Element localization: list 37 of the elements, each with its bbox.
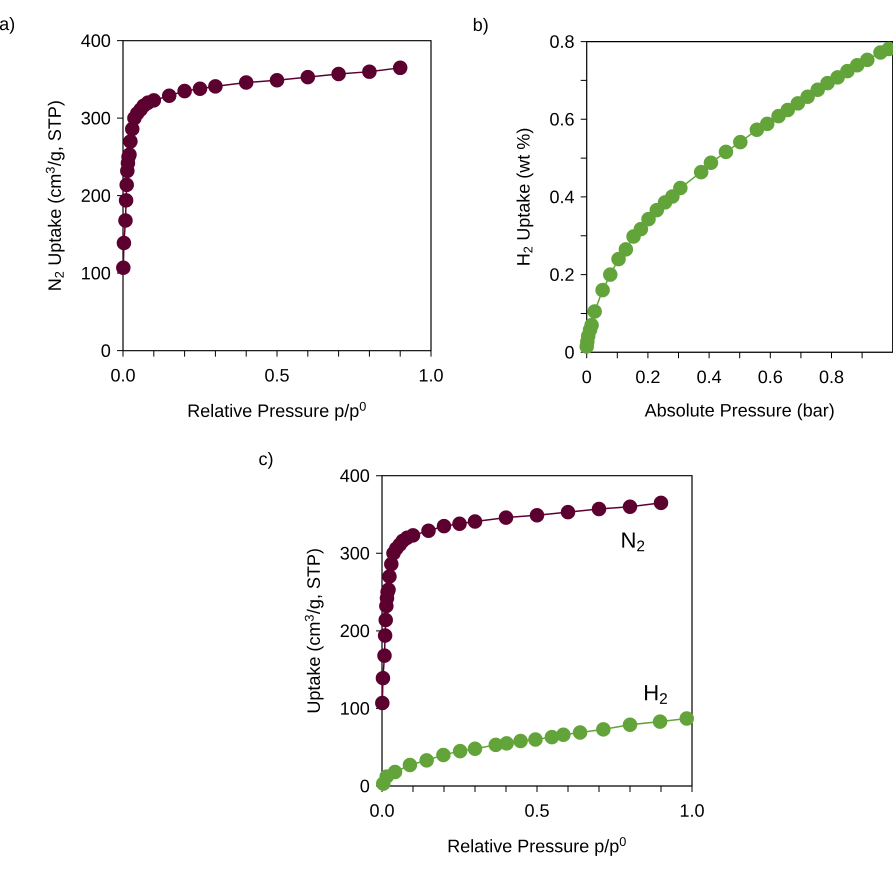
y-axis-title: Uptake (cm$^{3}$/g, STP) [304, 549, 324, 712]
series-label: H$_{2}$ [645, 685, 667, 704]
chart-title: c) [259, 452, 272, 469]
y-tick-label: 0.6 [550, 112, 574, 126]
y-tick-label: 300 [81, 112, 110, 125]
x-tick-label: 1.0 [680, 804, 704, 817]
y-tick-label: 100 [82, 266, 110, 280]
y-tick-label: 400 [340, 469, 370, 482]
y-tick-label: 200 [82, 189, 110, 202]
series-label: N$_{2}$ [622, 532, 644, 552]
x-axis-title: Relative Pressure p/p$^{0}$ [448, 837, 626, 856]
y-tick-label: 400 [81, 34, 110, 48]
x-tick-label: 0.5 [265, 368, 289, 382]
y-tick-label: 0 [102, 344, 110, 358]
x-tick-label: 0.4 [697, 370, 722, 384]
y-tick-label: 200 [340, 624, 370, 638]
x-axis-title: Relative Pressure p/p$^{0}$ [188, 402, 366, 421]
x-tick-label: 0 [582, 370, 592, 384]
x-tick-label: 0.6 [758, 370, 782, 384]
y-tick-label: 100 [341, 702, 370, 715]
y-tick-label: 0 [565, 346, 574, 359]
y-tick-label: 0 [360, 780, 370, 792]
y-tick-label: 300 [340, 546, 370, 560]
x-tick-label: 0.0 [111, 368, 135, 382]
x-tick-label: 1.0 [420, 368, 443, 382]
y-tick-label: 0.2 [550, 268, 574, 281]
x-tick-label: 0.0 [370, 804, 394, 817]
chart-title: b) [474, 18, 488, 35]
x-tick-label: 0.8 [820, 370, 844, 384]
y-tick-label: 0.8 [550, 35, 574, 48]
y-axis-title: N$_{2}$ Uptake (cm$^{3}$/g, STP) [46, 101, 65, 290]
chart-title: a) [0, 16, 14, 34]
x-tick-label: 0.2 [636, 370, 660, 384]
y-axis-title: H$_{2}$ Uptake (wt %) [516, 128, 534, 265]
x-tick-label: 0.5 [525, 804, 549, 817]
x-axis-title: Absolute Pressure (bar) [644, 403, 834, 420]
y-tick-label: 0.4 [550, 190, 574, 204]
